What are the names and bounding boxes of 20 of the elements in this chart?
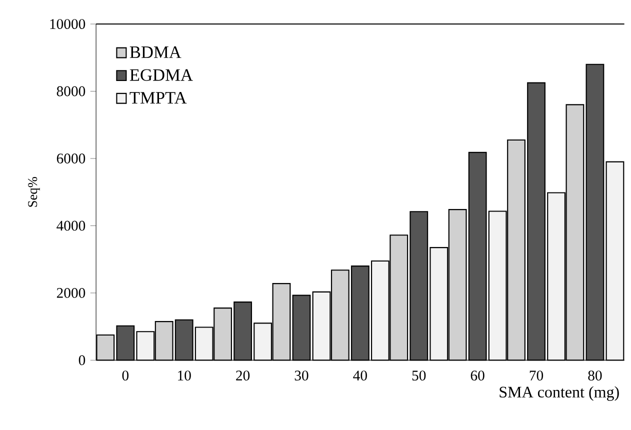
legend-label: TMPTA — [130, 92, 187, 104]
x-tick-label: 80 — [588, 370, 602, 381]
y-tick-label: 8000 — [56, 86, 86, 96]
x-tick-label: 30 — [294, 370, 308, 381]
y-tick-label: 2000 — [56, 288, 86, 298]
x-tick-label: 0 — [122, 370, 129, 381]
y-tick-label: 0 — [78, 355, 86, 366]
y-tick-label: 4000 — [56, 220, 86, 231]
x-tick-label: 40 — [353, 370, 367, 381]
x-tick-label: 10 — [178, 370, 191, 381]
y-axis-title: Seq% — [28, 177, 40, 207]
legend-label: EGDMA — [130, 69, 193, 82]
y-tick-label: 10000 — [50, 19, 86, 30]
x-tick-label: 70 — [530, 370, 544, 381]
x-tick-label: 60 — [470, 370, 484, 381]
x-tick-label: 50 — [412, 370, 426, 381]
x-tick-label: 20 — [236, 370, 250, 381]
y-tick-label: 6000 — [56, 154, 86, 164]
x-axis-title: SMA content (mg) — [500, 386, 619, 402]
legend-label: BDMA — [130, 46, 182, 58]
